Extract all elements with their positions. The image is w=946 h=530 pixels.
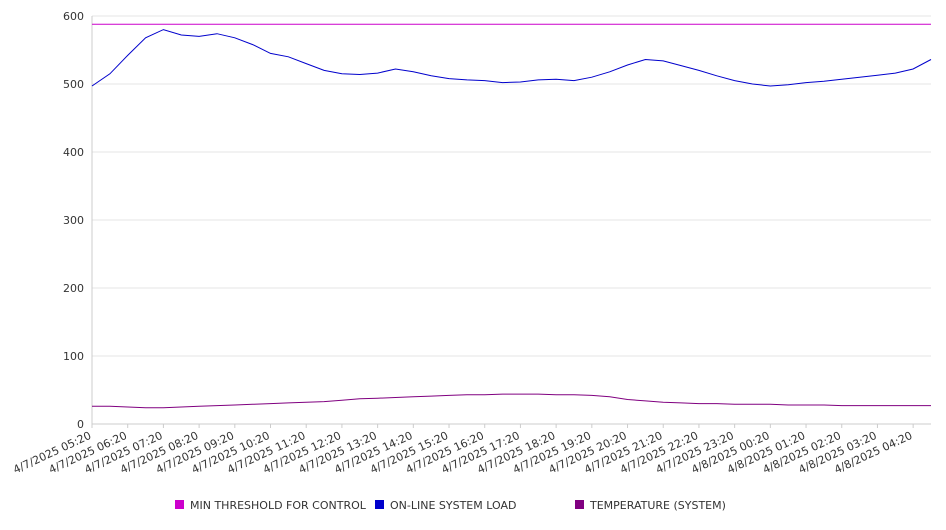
axes [91,16,931,425]
y-axis-tick-labels: 0 100 200 300 400 500 600 [63,10,84,431]
legend-swatch [175,500,184,509]
series-line-2 [92,393,931,409]
series-line-1 [91,29,932,87]
legend-label: ON-LINE SYSTEM LOAD [390,499,516,512]
legend-label: MIN THRESHOLD FOR CONTROL [190,499,367,512]
legend-swatch [575,500,584,509]
legend-label: TEMPERATURE (SYSTEM) [589,499,726,512]
gridlines [92,15,931,425]
y-tick-label: 200 [63,282,84,295]
series-lines [91,23,932,409]
y-tick-label: 300 [63,214,84,227]
y-tick-label: 100 [63,350,84,363]
legend-swatch [375,500,384,509]
y-tick-label: 500 [63,78,84,91]
y-tick-label: 0 [77,418,84,431]
y-tick-label: 400 [63,146,84,159]
x-axis-tick-labels: 4/7/2025 05:204/7/2025 06:204/7/2025 07:… [11,424,914,476]
legend: MIN THRESHOLD FOR CONTROL ON-LINE SYSTEM … [175,499,726,512]
y-tick-label: 600 [63,10,84,23]
